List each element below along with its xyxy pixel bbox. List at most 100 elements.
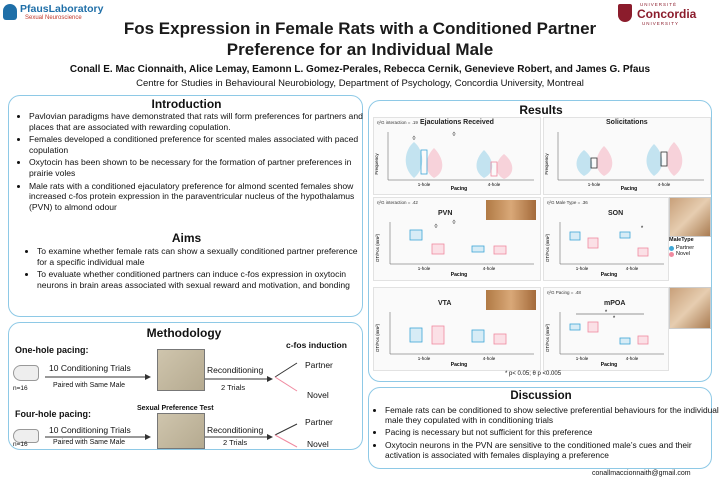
- son-plot: OT/Fos (mm²) * Pacing 1-hole 4-hole: [545, 222, 664, 278]
- svg-text:1-hole: 1-hole: [588, 182, 601, 187]
- methodology-heading: Methodology: [146, 326, 222, 340]
- one-hole-recond-trials: 2 Trials: [221, 383, 246, 392]
- aims-list: To examine whether female rats can show …: [23, 246, 369, 292]
- results-panel: Results Ejaculations Received η²G intera…: [368, 100, 712, 382]
- svg-text:OT/Fos (mm²): OT/Fos (mm²): [545, 233, 550, 262]
- chart-stat: η²G interaction = .42: [377, 200, 418, 205]
- ejaculations-chart: Ejaculations Received η²G interaction = …: [373, 117, 541, 195]
- lab-logo-brand: PfausLaboratory: [20, 3, 104, 15]
- four-hole-recond-trials: 2 Trials: [223, 438, 248, 447]
- pvn-plot: OT/Fos (mm²) ◊ ◊ Pacing 1-hole 4-hole: [375, 219, 534, 278]
- one-hole-label: One-hole pacing:: [15, 345, 89, 355]
- discussion-bullet: Female rats can be conditioned to show s…: [385, 405, 720, 425]
- x-axis-title: Pacing: [601, 272, 617, 278]
- four-hole-recond: Reconditioning: [207, 425, 264, 435]
- aims-bullet: To evaluate whether conditioned partners…: [37, 269, 369, 290]
- legend-title: MaleType: [669, 237, 694, 243]
- svg-text:4-hole: 4-hole: [626, 356, 639, 361]
- chart-title: Solicitations: [606, 119, 648, 126]
- concordia-crest-icon: [618, 4, 632, 22]
- histology-image: [486, 200, 536, 220]
- svg-text:Frequency: Frequency: [544, 153, 549, 175]
- branch-arrow-icon: [274, 423, 298, 448]
- svg-text:OT/Fos (mm²): OT/Fos (mm²): [375, 233, 380, 262]
- four-hole-n: n=16: [13, 441, 28, 448]
- son-chart: η²G Male Type = .36 SON OT/Fos (mm²) * P…: [543, 197, 669, 281]
- histology-image: [669, 197, 711, 237]
- four-hole-paired: Paired with Same Male: [53, 439, 125, 446]
- concordia-top: UNIVERSITÉ: [640, 2, 678, 7]
- chart-stat: η²G Male Type = .36: [547, 200, 588, 205]
- x-axis-title: Pacing: [601, 362, 617, 368]
- svg-text:Frequency: Frequency: [374, 153, 379, 175]
- one-hole-trials: 10 Conditioning Trials: [49, 363, 131, 373]
- mpoa-chart: η²G Pacing = .48 mPOA OT/Fos (mm²) * * P…: [543, 287, 669, 371]
- chart-title: VTA: [438, 300, 452, 307]
- four-hole-novel: Novel: [307, 439, 329, 449]
- histology-image: [669, 287, 711, 329]
- svg-text:1-hole: 1-hole: [418, 356, 431, 361]
- discussion-panel: Discussion Female rats can be conditione…: [368, 387, 719, 469]
- sexual-pref-test-label: Sexual Preference Test: [137, 405, 214, 412]
- svg-text:*: *: [641, 226, 644, 232]
- svg-text:◊: ◊: [413, 135, 416, 142]
- chart-title: Ejaculations Received: [420, 119, 494, 126]
- x-axis-title: Pacing: [451, 272, 467, 278]
- discussion-bullet: Oxytocin neurons in the PVN are sensitiv…: [385, 440, 720, 460]
- legend-item-partner: Partner: [669, 245, 711, 251]
- aims-bullet: To examine whether female rats can show …: [37, 246, 369, 267]
- svg-text:1-hole: 1-hole: [576, 356, 589, 361]
- svg-text:◊: ◊: [453, 219, 456, 226]
- one-hole-paired: Paired with Same Male: [53, 382, 125, 389]
- legend-label-novel: Novel: [676, 251, 691, 257]
- one-hole-n: n=16: [13, 385, 28, 392]
- chamber-photo: [157, 349, 205, 391]
- one-hole-novel: Novel: [307, 390, 329, 400]
- pvn-chart: η²G interaction = .42 PVN OT/Fos (mm²) ◊…: [373, 197, 541, 281]
- chart-title: PVN: [438, 210, 453, 217]
- chart-title: mPOA: [604, 300, 626, 307]
- title-line-1: Fos Expression in Female Rats with a Con…: [123, 19, 597, 38]
- svg-text:4-hole: 4-hole: [483, 266, 496, 271]
- authors: Conall E. Mac Cionnaith, Alice Lemay, Ea…: [69, 64, 651, 75]
- four-hole-partner: Partner: [305, 417, 333, 427]
- arrow-icon: [205, 434, 273, 440]
- solicitations-plot: Frequency Pacing 1-hole 4-hole: [544, 132, 704, 192]
- methodology-panel: Methodology c-fos induction One-hole pac…: [8, 322, 363, 450]
- svg-text:4-hole: 4-hole: [658, 182, 671, 187]
- svg-text:4-hole: 4-hole: [483, 356, 496, 361]
- legend-swatch-partner: [669, 245, 674, 251]
- lab-logo: PfausLaboratory Sexual Neuroscience: [3, 2, 103, 24]
- svg-text:4-hole: 4-hole: [488, 182, 501, 187]
- ejaculations-plot: Frequency ◊ ◊ Pacing 1-hole 4-hole: [374, 131, 534, 192]
- lab-logo-sub: Sexual Neuroscience: [25, 15, 82, 21]
- chamber-photo: [157, 413, 205, 449]
- x-axis-title: Pacing: [451, 186, 467, 192]
- discussion-heading: Discussion: [510, 390, 572, 402]
- concordia-name: Concordia: [637, 7, 697, 21]
- one-hole-recond: Reconditioning: [207, 365, 264, 375]
- intro-bullet: Oxytocin has been shown to be necessary …: [29, 157, 369, 178]
- vta-plot: OT/Fos (mm²) Pacing 1-hole 4-hole: [375, 312, 534, 368]
- branch-arrow-icon: [274, 362, 298, 392]
- svg-text:*: *: [613, 316, 616, 322]
- svg-text:1-hole: 1-hole: [576, 266, 589, 271]
- mpoa-plot: OT/Fos (mm²) * * Pacing 1-hole 4-hole: [545, 310, 664, 368]
- legend-swatch-novel: [669, 251, 674, 257]
- rat-icon: [13, 365, 39, 381]
- intro-bullet: Females developed a conditioned preferen…: [29, 134, 369, 155]
- histology-image: [486, 290, 536, 310]
- poster-title: Fos Expression in Female Rats with a Con…: [80, 18, 640, 60]
- intro-bullet: Male rats with a conditioned ejaculatory…: [29, 181, 369, 213]
- contact-email[interactable]: conallmaccionnaith@gmail.com: [592, 470, 691, 477]
- rat-logo-icon: [3, 4, 17, 20]
- x-axis-title: Pacing: [451, 362, 467, 368]
- svg-text:◊: ◊: [453, 131, 456, 138]
- discussion-list: Female rats can be conditioned to show s…: [371, 405, 720, 462]
- four-hole-trials: 10 Conditioning Trials: [49, 425, 131, 435]
- solicitations-chart: Solicitations Frequency Pacing 1-hole 4-…: [543, 117, 711, 195]
- one-hole-partner: Partner: [305, 360, 333, 370]
- svg-text:1-hole: 1-hole: [418, 266, 431, 271]
- chart-legend: MaleType Partner Novel: [669, 237, 711, 269]
- x-axis-title: Pacing: [621, 186, 637, 192]
